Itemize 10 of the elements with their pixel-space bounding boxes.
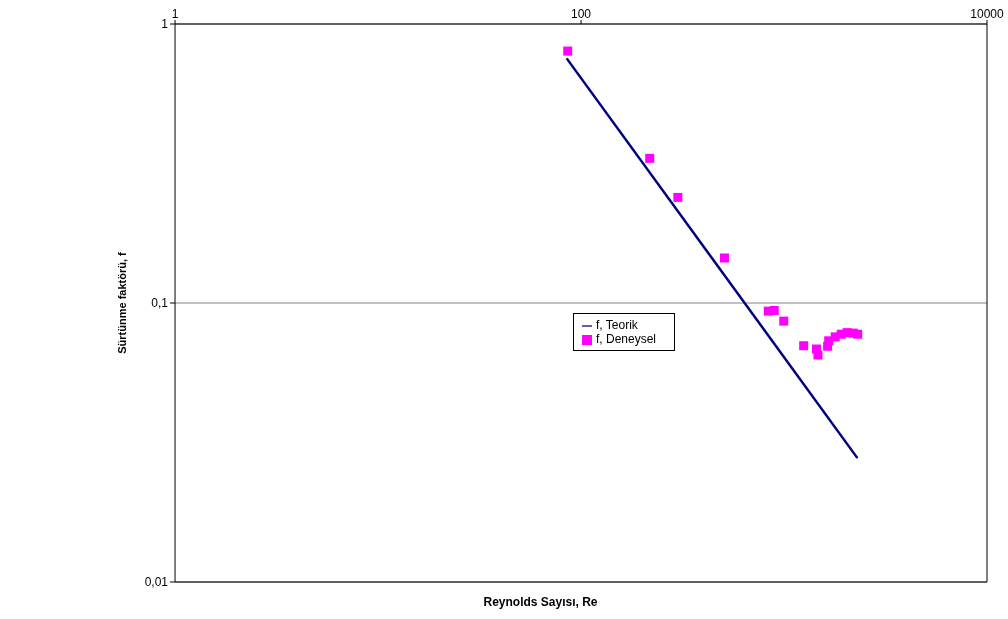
- y-tick-label: 1: [161, 17, 169, 32]
- x-tick-label: 1: [171, 7, 179, 21]
- x-tick-label: 10000: [970, 7, 1005, 21]
- legend-label: f, Teorik: [596, 318, 638, 332]
- legend-label: f, Deneysel: [596, 332, 657, 346]
- x-tick-label: 100: [571, 7, 592, 21]
- y-axis-title: Sürtünme faktörü, f: [115, 251, 128, 354]
- x-axis-title: Reynolds Sayısı, Re: [482, 595, 599, 609]
- y-tick-label: 0,1: [151, 296, 169, 311]
- y-tick-label: 0,01: [144, 575, 169, 590]
